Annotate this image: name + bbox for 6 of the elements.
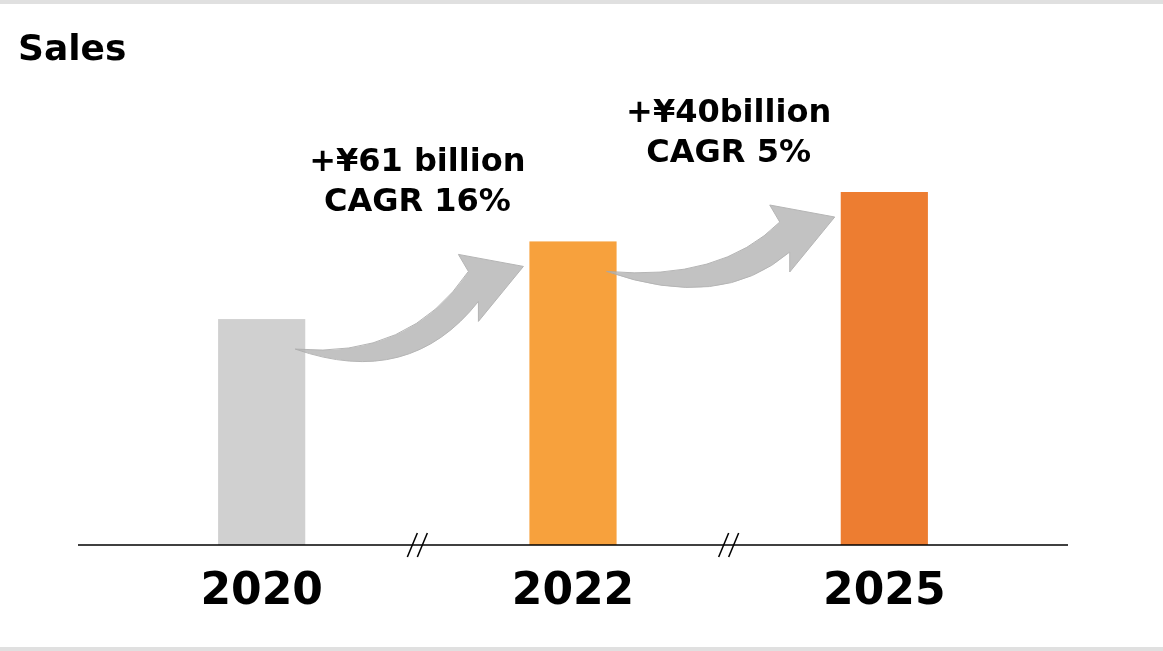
chart-title: Sales bbox=[18, 27, 127, 68]
text: +¥40billion CAGR 5% bbox=[626, 92, 832, 170]
x-tick-label: 2025 bbox=[823, 563, 946, 615]
x-tick-label: 2020 bbox=[200, 563, 323, 615]
annotation: +¥61 billion CAGR 16% bbox=[309, 141, 526, 220]
x-tick-label: 2022 bbox=[511, 563, 635, 615]
